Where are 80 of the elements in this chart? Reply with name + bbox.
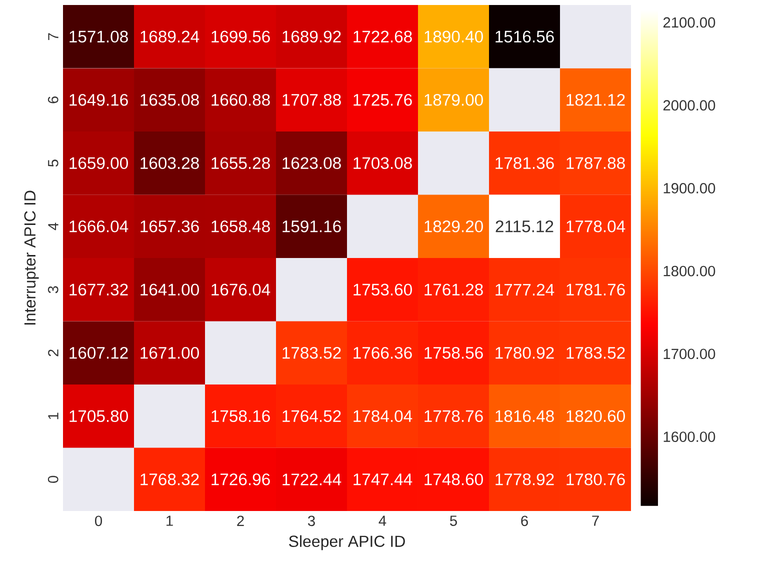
data-label: 1705.80 xyxy=(70,410,128,422)
data-label: 1671.00 xyxy=(140,346,199,359)
data-label: 1658.48 xyxy=(212,220,270,232)
data-label: 1516.56 xyxy=(496,30,554,43)
data-label: 1783.52 xyxy=(566,346,625,359)
x-tick-label: 5 xyxy=(450,516,457,526)
y-tick-label: 7 xyxy=(48,33,58,40)
color-bar-label: 1700.00 xyxy=(664,348,716,360)
data-label: 1787.88 xyxy=(566,157,625,170)
data-label: 1784.04 xyxy=(354,410,412,422)
data-label: 1722.68 xyxy=(354,30,412,43)
y-tick-label: 4 xyxy=(48,222,58,230)
y-tick-label: 0 xyxy=(48,476,58,483)
data-label: 1666.04 xyxy=(70,220,128,232)
data-label: 1655.28 xyxy=(212,157,270,170)
data-label: 1879.00 xyxy=(424,94,483,106)
data-label: 1689.92 xyxy=(282,30,341,43)
color-bar-label: 2000.00 xyxy=(663,100,716,111)
color-bar-label: 1600.00 xyxy=(664,432,716,442)
data-label: 1777.24 xyxy=(496,284,554,296)
data-label: 1748.60 xyxy=(424,473,483,486)
data-label: 1635.08 xyxy=(140,94,199,106)
data-label: 1676.04 xyxy=(212,284,270,296)
data-label: 1659.00 xyxy=(70,157,128,170)
data-label: 1707.88 xyxy=(282,94,341,106)
data-label: 1660.88 xyxy=(212,94,270,106)
data-label: 1699.56 xyxy=(212,30,270,43)
x-axis-title: Sleeper APIC ID xyxy=(289,535,405,550)
data-label: 1603.28 xyxy=(140,157,199,170)
data-label: 1783.52 xyxy=(282,346,341,359)
data-label: 1649.16 xyxy=(70,94,128,106)
data-label: 1758.56 xyxy=(424,346,483,359)
data-label: 1761.28 xyxy=(424,284,483,296)
x-tick-label: 6 xyxy=(521,516,528,526)
data-label: 1591.16 xyxy=(282,220,341,232)
data-label: 1753.60 xyxy=(354,284,412,296)
x-tick-label: 4 xyxy=(378,516,386,526)
data-label: 1781.36 xyxy=(496,157,554,170)
data-label: 1780.76 xyxy=(566,473,625,486)
data-label: 1725.76 xyxy=(354,94,412,106)
y-tick-label: 6 xyxy=(48,96,58,104)
data-label: 1781.76 xyxy=(566,284,625,296)
color-bar-label: 2100.00 xyxy=(663,17,716,28)
data-label: 1766.36 xyxy=(354,346,412,359)
data-label: 1677.32 xyxy=(70,284,128,296)
data-label: 1780.92 xyxy=(496,346,554,359)
data-label: 1890.40 xyxy=(424,30,483,43)
data-label: 1641.00 xyxy=(140,284,199,296)
data-label: 1758.16 xyxy=(212,410,270,422)
color-bar-label: 1800.00 xyxy=(664,266,716,276)
data-label: 1571.08 xyxy=(70,30,128,43)
data-label: 1778.76 xyxy=(424,410,483,422)
data-label: 1607.12 xyxy=(70,346,128,359)
data-label: 1703.08 xyxy=(354,157,412,170)
data-label: 1689.24 xyxy=(140,30,200,43)
y-tick-label: 1 xyxy=(48,412,58,420)
x-tick-label: 2 xyxy=(237,516,244,526)
data-label: 1764.52 xyxy=(282,410,341,422)
data-label: 1657.36 xyxy=(140,220,199,232)
x-tick-label: 7 xyxy=(592,516,599,526)
data-label: 1623.08 xyxy=(282,157,341,170)
y-tick-label: 2 xyxy=(48,350,58,356)
data-label: 1816.48 xyxy=(496,410,554,422)
data-label: 1778.04 xyxy=(566,220,626,232)
data-label: 1768.32 xyxy=(140,473,199,486)
data-label: 1820.60 xyxy=(566,410,625,422)
data-label: 1722.44 xyxy=(282,474,342,486)
y-axis-title: Interrupter APIC ID xyxy=(24,190,39,325)
y-tick-label: 5 xyxy=(48,160,58,167)
x-tick-label: 0 xyxy=(94,516,102,526)
data-label: 1747.44 xyxy=(354,474,412,486)
x-tick-label: 3 xyxy=(308,516,315,526)
data-label: 1778.92 xyxy=(496,473,554,486)
data-label: 2115.12 xyxy=(496,220,554,232)
data-label: 1821.12 xyxy=(566,94,625,106)
y-tick-label: 3 xyxy=(48,286,58,294)
data-label: 1829.20 xyxy=(424,220,483,232)
x-tick-label: 1 xyxy=(166,516,173,526)
color-bar-label: 1900.00 xyxy=(664,183,716,194)
data-label: 1726.96 xyxy=(212,473,270,486)
